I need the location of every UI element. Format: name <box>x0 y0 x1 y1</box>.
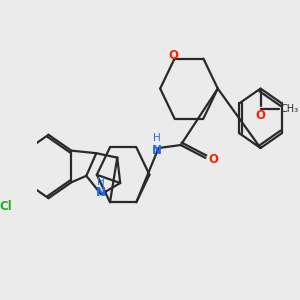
Text: N: N <box>96 186 106 199</box>
Text: O: O <box>208 153 218 167</box>
Text: Cl: Cl <box>0 200 12 213</box>
Text: O: O <box>256 110 266 122</box>
Text: O: O <box>168 49 178 62</box>
Text: H: H <box>153 133 161 143</box>
Text: N: N <box>152 143 162 157</box>
Text: CH₃: CH₃ <box>280 104 298 114</box>
Text: H: H <box>97 177 105 188</box>
